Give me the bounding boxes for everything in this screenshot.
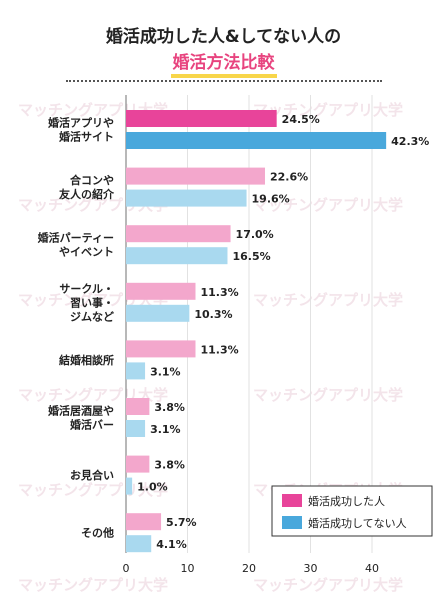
- bar-success: [126, 110, 277, 127]
- data-label: 3.8%: [154, 401, 185, 414]
- bar-success: [126, 513, 162, 531]
- x-tick-label: 10: [181, 562, 195, 575]
- bar-success: [126, 398, 150, 415]
- category-label: 婚活パーティーやイベント: [38, 231, 114, 259]
- data-label: 5.7%: [166, 516, 197, 529]
- chart-title-line2: 婚活方法比較: [0, 48, 447, 78]
- bar-success: [126, 282, 196, 300]
- bar-not-success: [126, 189, 247, 207]
- legend-swatch-success: [282, 494, 302, 507]
- bar-success: [126, 455, 150, 473]
- x-tick-label: 40: [365, 562, 379, 575]
- data-label: 10.3%: [194, 308, 232, 321]
- watermark-text: マッチングアプリ大学: [253, 101, 403, 119]
- watermark-text: マッチングアプリ大学: [253, 196, 403, 214]
- category-label: 合コンや友人の紹介: [59, 173, 115, 201]
- watermark-text: マッチングアプリ大学: [253, 576, 403, 594]
- bar-success: [126, 167, 265, 185]
- bar-not-success: [126, 362, 146, 380]
- legend-label: 婚活成功した人: [308, 494, 385, 508]
- data-label: 24.5%: [282, 113, 320, 126]
- category-label: お見合い: [70, 468, 114, 482]
- data-label: 3.8%: [154, 459, 185, 472]
- category-label: サークル・習い事・ジムなど: [59, 282, 114, 323]
- category-label: 婚活アプリや婚活サイト: [48, 116, 114, 144]
- chart-title-highlight: 婚活方法比較: [170, 53, 277, 78]
- bar-not-success: [126, 304, 190, 322]
- category-label: 婚活居酒屋や婚活バー: [48, 404, 114, 432]
- data-label: 22.6%: [270, 171, 308, 184]
- bar-not-success: [126, 477, 133, 495]
- data-label: 11.3%: [200, 343, 238, 356]
- data-label: 1.0%: [137, 481, 168, 494]
- data-label: 4.1%: [156, 538, 187, 551]
- bar-not-success: [126, 132, 387, 149]
- data-label: 11.3%: [200, 286, 238, 299]
- bar-not-success: [126, 247, 228, 265]
- watermark-text: マッチングアプリ大学: [253, 386, 403, 404]
- bar-not-success: [126, 420, 146, 437]
- bar-success: [126, 225, 231, 243]
- legend-label: 婚活成功してない人: [308, 516, 407, 530]
- category-label: 結婚相談所: [59, 353, 114, 367]
- bar-success: [126, 340, 196, 358]
- data-label: 3.1%: [150, 365, 181, 378]
- x-tick-label: 20: [242, 562, 256, 575]
- watermark-text: マッチングアプリ大学: [253, 291, 403, 309]
- x-tick-label: 0: [123, 562, 130, 575]
- chart-title-line1: 婚活成功した人&してない人の: [105, 27, 342, 47]
- x-tick-label: 30: [304, 562, 318, 575]
- legend-swatch-not-success: [282, 516, 302, 529]
- data-label: 16.5%: [232, 250, 270, 263]
- data-label: 3.1%: [150, 423, 181, 436]
- title-divider: [66, 80, 382, 82]
- data-label: 17.0%: [236, 228, 274, 241]
- watermark-text: マッチングアプリ大学: [18, 576, 168, 594]
- category-label: その他: [81, 526, 114, 540]
- data-label: 19.6%: [252, 193, 290, 206]
- bar-not-success: [126, 535, 152, 553]
- data-label: 42.3%: [391, 135, 429, 148]
